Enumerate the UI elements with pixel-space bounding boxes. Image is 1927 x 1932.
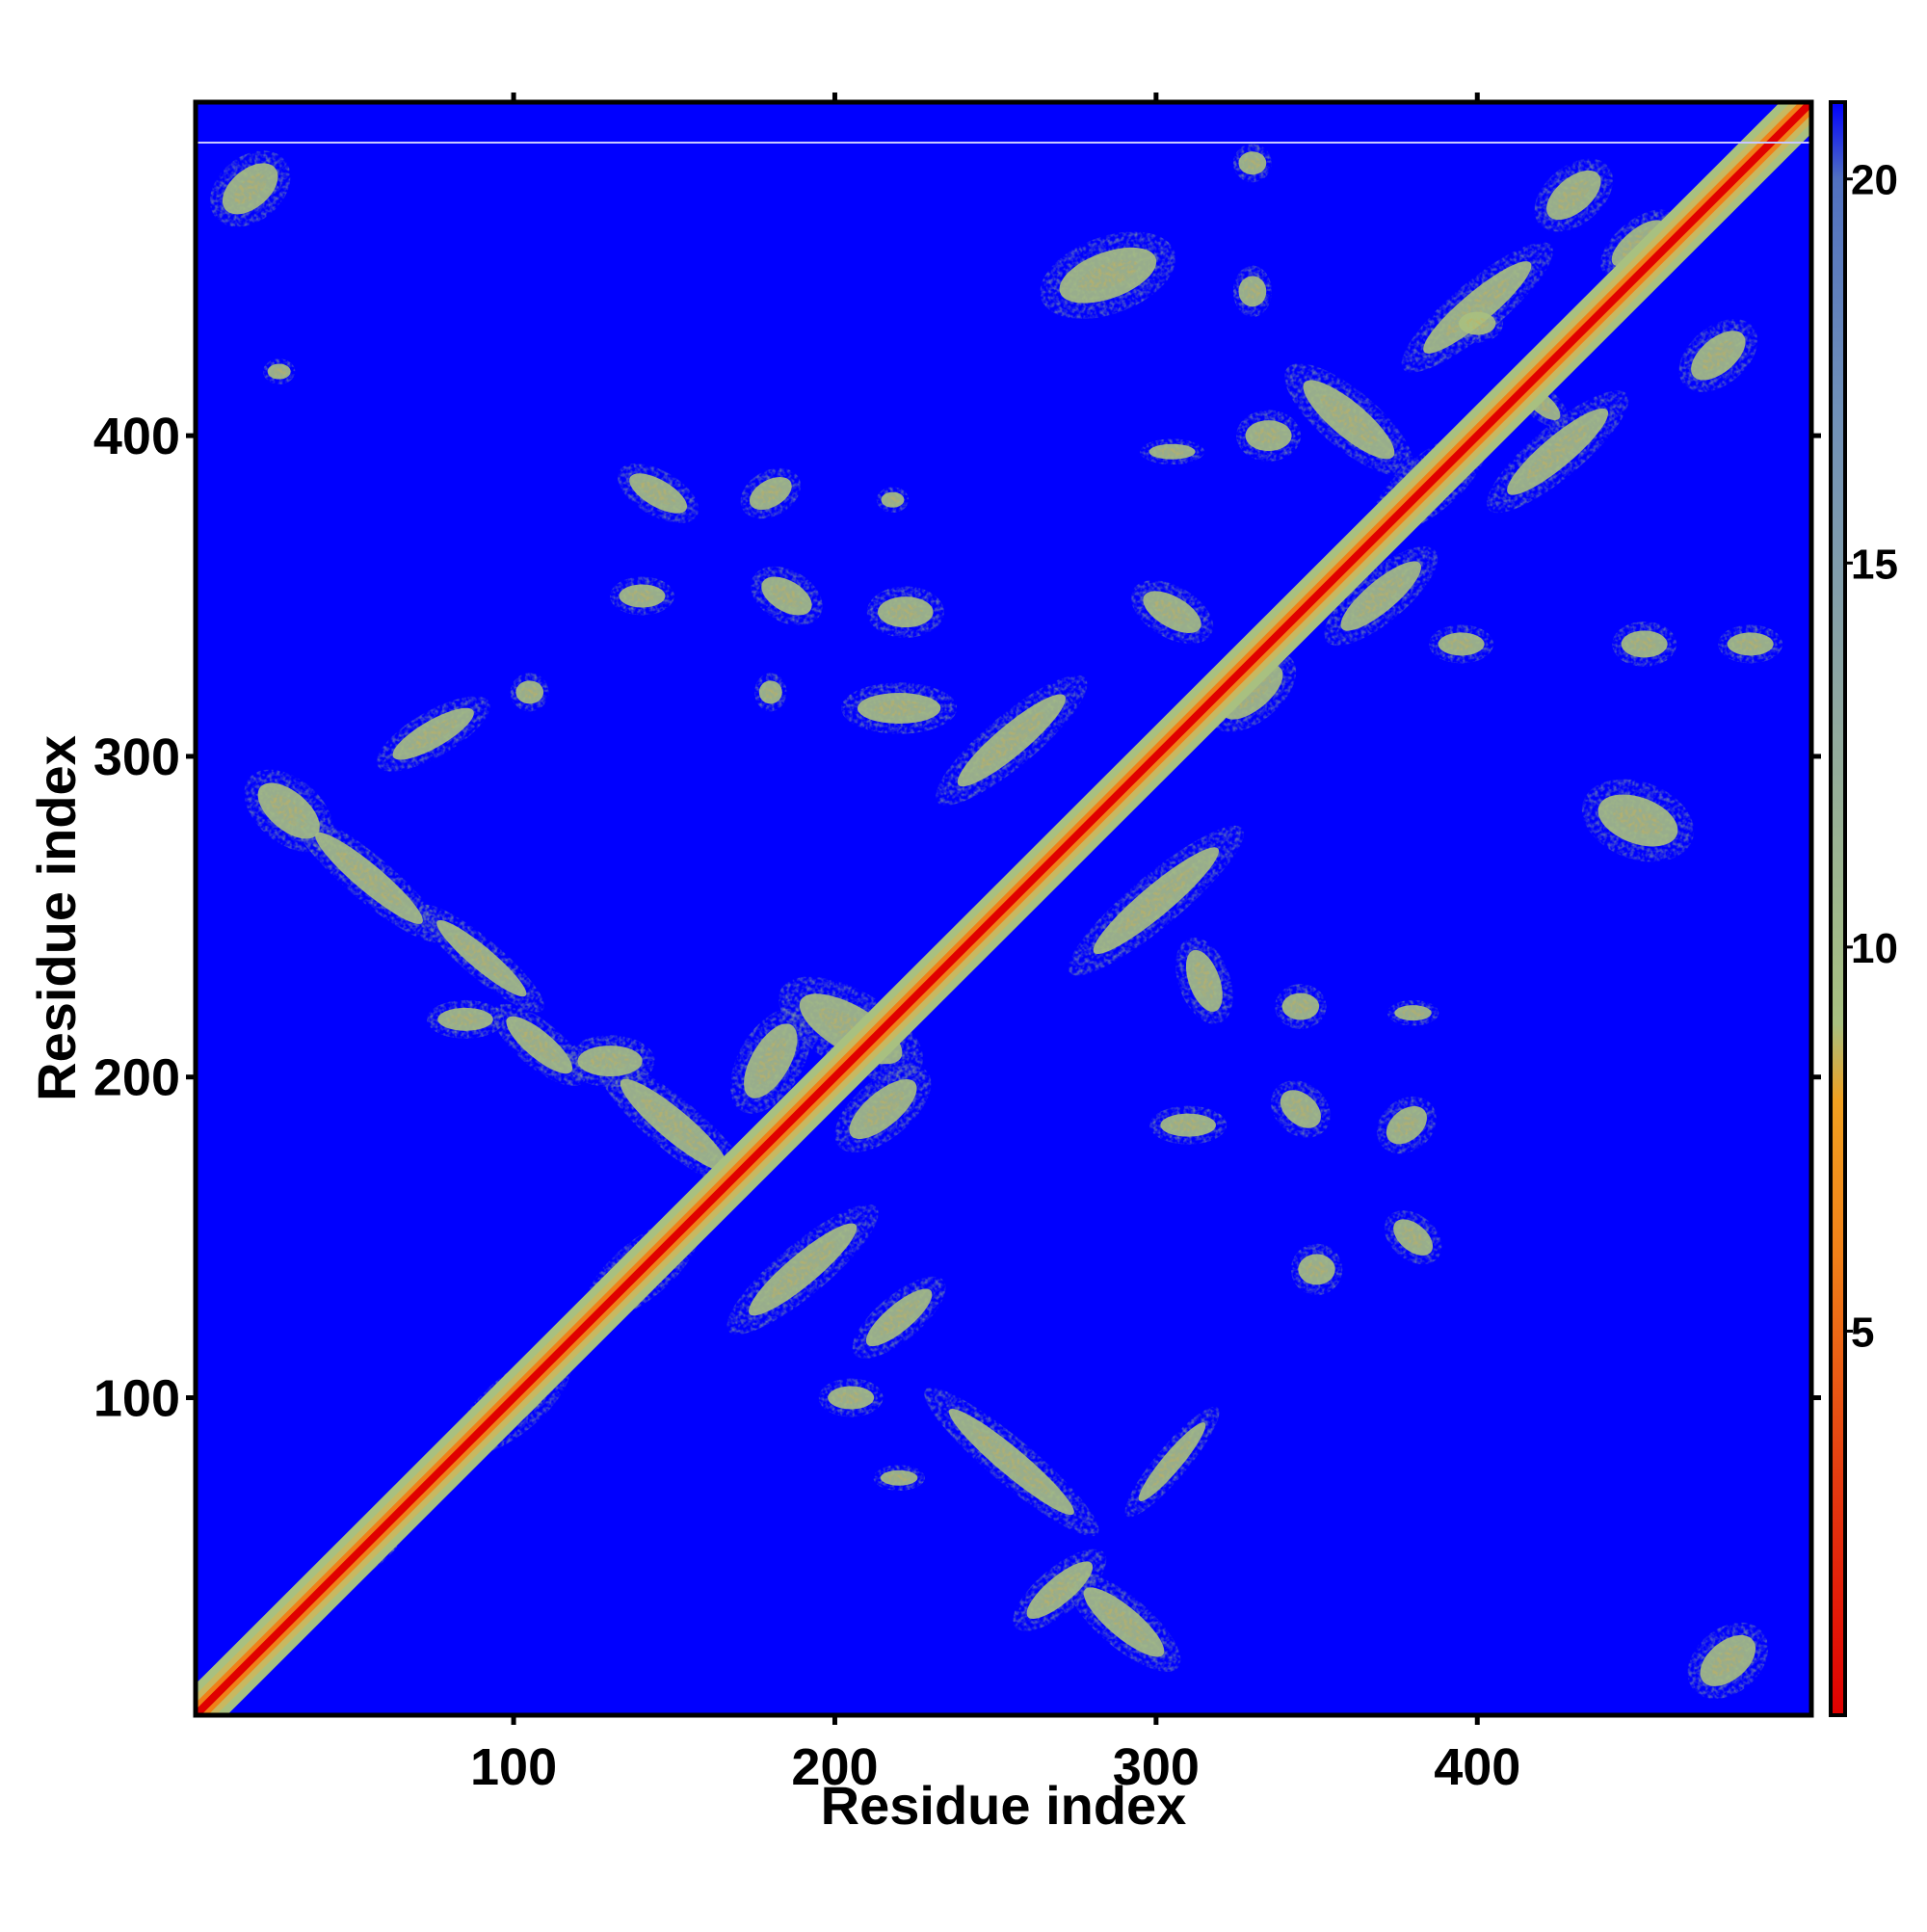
colorbar-ticks: 5 10 15 20 xyxy=(1845,157,1898,1356)
contact-region xyxy=(1678,319,1757,392)
colorbar-tick-label: 20 xyxy=(1851,157,1898,204)
contact-region xyxy=(751,566,823,626)
contact-region xyxy=(263,358,296,384)
contact-region xyxy=(1718,624,1782,664)
contact-region xyxy=(618,463,700,523)
contact-region xyxy=(873,1465,925,1492)
contact-region xyxy=(924,1387,1099,1537)
colorbar-tick-label: 10 xyxy=(1851,925,1898,972)
axis-ticks xyxy=(186,93,1821,1725)
plot-area xyxy=(193,99,1814,1718)
contact-region xyxy=(866,586,944,638)
contact-region xyxy=(1581,779,1694,862)
contact-region xyxy=(818,1378,884,1417)
contact-region xyxy=(1451,304,1503,343)
contact-region xyxy=(740,467,801,519)
contact-region xyxy=(1290,1243,1343,1296)
contact-region xyxy=(1124,1406,1220,1518)
colorbar-tick-label: 15 xyxy=(1851,541,1898,588)
contact-region xyxy=(1275,984,1327,1029)
contact-region xyxy=(1175,938,1233,1024)
y-tick-label: 200 xyxy=(93,1049,180,1107)
contact-region xyxy=(726,1204,879,1335)
contact-region xyxy=(1534,158,1613,232)
contact-region xyxy=(1384,1210,1442,1265)
contact-region xyxy=(427,999,505,1039)
x-tick-label: 300 xyxy=(1113,1738,1200,1796)
contact-region xyxy=(1377,1097,1437,1154)
contact-region xyxy=(1687,1623,1769,1699)
x-axis-tick-labels: 100 200 300 400 xyxy=(470,1738,1520,1796)
contact-region xyxy=(1149,1105,1227,1145)
contact-region xyxy=(1386,999,1439,1026)
contact-region xyxy=(1067,1573,1181,1672)
contact-region xyxy=(1040,231,1176,319)
colorbar-gradient xyxy=(1829,100,1847,1717)
contact-region xyxy=(1232,144,1272,183)
x-tick-label: 200 xyxy=(791,1738,878,1796)
x-tick-label: 100 xyxy=(470,1738,557,1796)
contact-region xyxy=(834,1066,932,1152)
contact-region xyxy=(598,1060,751,1191)
x-axis-title: Residue index xyxy=(821,1775,1187,1836)
contact-region xyxy=(1130,580,1214,644)
contact-region xyxy=(1271,1080,1331,1138)
contact-region xyxy=(1429,624,1493,664)
colorbar: 5 10 15 20 xyxy=(1829,100,1898,1717)
diagonal-band xyxy=(196,102,1811,1715)
contact-region xyxy=(1232,265,1272,318)
x-tick-label: 400 xyxy=(1434,1738,1520,1796)
contact-region xyxy=(1612,622,1676,667)
plot-frame xyxy=(193,99,1814,1718)
contact-region xyxy=(730,1008,811,1114)
contact-region xyxy=(852,1276,946,1359)
contact-region xyxy=(610,576,674,616)
contact-region xyxy=(876,487,910,514)
contact-region xyxy=(1068,825,1244,976)
contact-region xyxy=(492,1003,587,1086)
y-tick-label: 300 xyxy=(93,728,180,786)
contact-region xyxy=(936,675,1088,806)
contact-region xyxy=(209,150,291,227)
contact-region xyxy=(1140,438,1204,465)
colorbar-tick-label: 5 xyxy=(1851,1309,1874,1356)
contact-region xyxy=(1487,390,1629,514)
contact-region xyxy=(510,673,549,712)
contact-region xyxy=(1236,410,1301,462)
contact-region xyxy=(376,696,490,772)
y-tick-label: 400 xyxy=(93,408,180,465)
contact-region xyxy=(293,813,445,943)
contact-region xyxy=(841,682,958,734)
contact-region xyxy=(1284,363,1413,476)
contact-region xyxy=(1013,1548,1107,1631)
y-tick-label: 100 xyxy=(93,1370,180,1428)
y-axis-tick-labels: 100 200 300 400 xyxy=(93,408,180,1427)
diagonal-core xyxy=(196,102,1811,1715)
contact-region xyxy=(418,904,544,1013)
contact-region xyxy=(754,673,787,712)
y-axis-title: Residue index xyxy=(26,735,87,1101)
contact-region xyxy=(1324,546,1438,646)
